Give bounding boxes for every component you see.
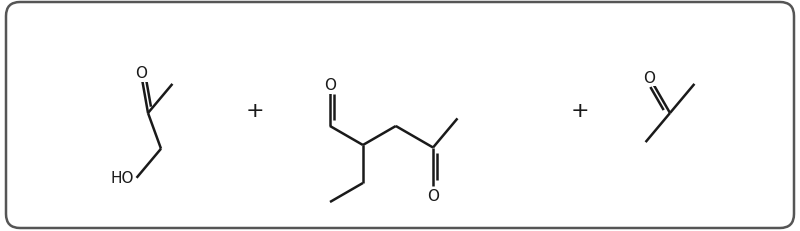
Text: +: + bbox=[570, 101, 590, 121]
Text: O: O bbox=[427, 189, 439, 204]
Text: O: O bbox=[135, 66, 147, 81]
Text: O: O bbox=[324, 78, 336, 93]
FancyBboxPatch shape bbox=[6, 3, 794, 228]
Text: O: O bbox=[643, 70, 655, 85]
Text: +: + bbox=[246, 101, 264, 121]
Text: HO: HO bbox=[110, 170, 134, 185]
